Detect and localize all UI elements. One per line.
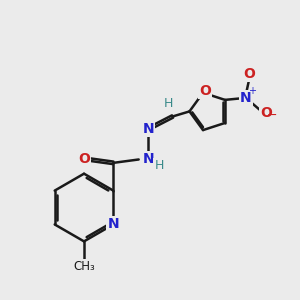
Text: N: N xyxy=(107,218,119,232)
Text: −: − xyxy=(267,109,278,122)
Text: O: O xyxy=(260,106,272,120)
Text: N: N xyxy=(142,152,154,167)
Text: N: N xyxy=(240,91,252,105)
Text: O: O xyxy=(78,152,90,167)
Text: N: N xyxy=(142,122,154,136)
Text: H: H xyxy=(154,159,164,172)
Text: CH₃: CH₃ xyxy=(73,260,95,273)
Text: O: O xyxy=(199,84,211,98)
Text: O: O xyxy=(243,67,255,81)
Text: H: H xyxy=(164,97,173,110)
Text: +: + xyxy=(248,86,256,96)
